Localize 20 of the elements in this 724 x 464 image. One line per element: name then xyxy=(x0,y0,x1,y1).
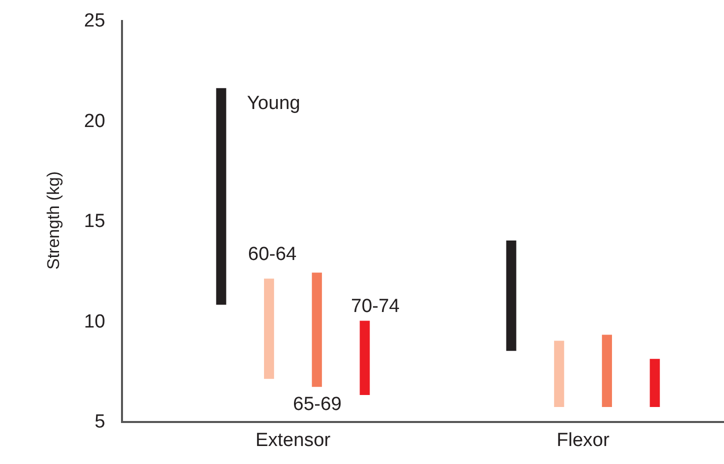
x-tick-label: Extensor xyxy=(255,430,332,451)
bar xyxy=(602,334,612,407)
y-tick-label: 25 xyxy=(84,10,106,32)
series-label: 70-74 xyxy=(351,296,400,317)
bar xyxy=(650,358,660,407)
y-axis-title: Strength (kg) xyxy=(44,171,64,270)
y-tick-label: 10 xyxy=(84,311,106,332)
y-tick-label: 5 xyxy=(94,412,106,433)
bar xyxy=(312,272,322,387)
y-tick-label: 15 xyxy=(84,211,106,232)
x-tick-label: Flexor xyxy=(556,430,610,451)
bar xyxy=(216,88,226,305)
bar xyxy=(506,240,516,351)
series-label: 60-64 xyxy=(248,244,298,265)
bar xyxy=(360,320,370,395)
series-label: Young xyxy=(247,93,300,114)
bar xyxy=(554,340,564,407)
y-tick-label: 20 xyxy=(84,110,106,132)
bar xyxy=(264,278,274,379)
series-label: 65-69 xyxy=(293,394,342,415)
